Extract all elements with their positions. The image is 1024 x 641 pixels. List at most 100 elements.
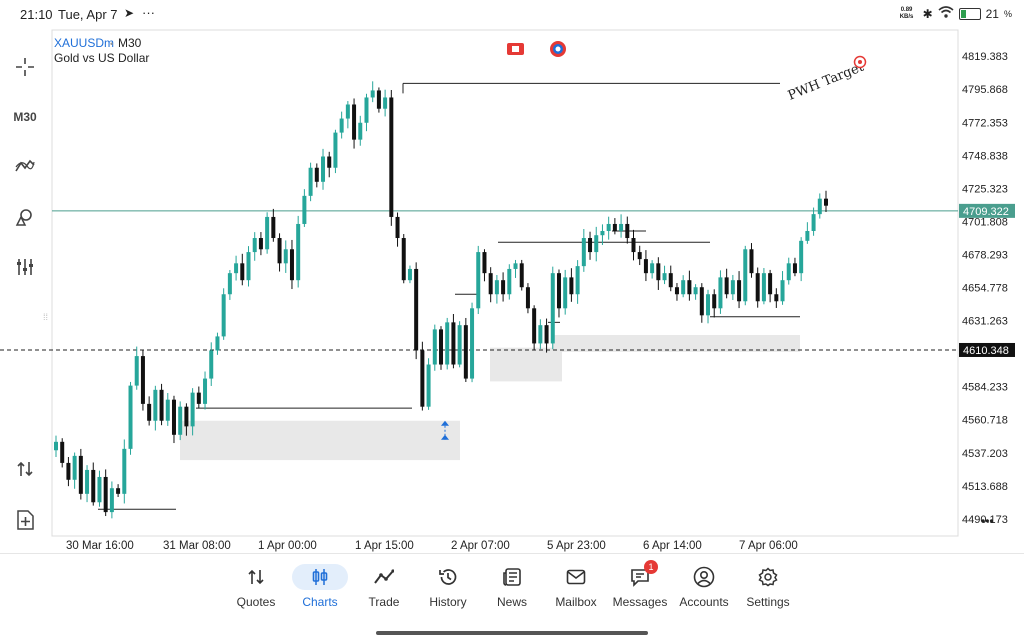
price-tick: 4701.808 — [962, 216, 1008, 228]
candle-body — [364, 97, 369, 123]
candle-body — [488, 273, 493, 295]
bid-price-badge — [959, 203, 1015, 218]
nav-label: Mailbox — [555, 595, 597, 609]
nav-quotes[interactable]: Quotes — [224, 564, 288, 609]
objects-icon[interactable] — [13, 206, 37, 228]
candle-body — [439, 329, 443, 365]
candle-body — [128, 385, 133, 449]
candle-body — [730, 280, 735, 295]
chart-symbol: XAUUSDm — [54, 36, 114, 50]
more-menu-icon[interactable]: ••• — [981, 514, 994, 528]
candle-body — [289, 249, 294, 281]
charts-icon — [292, 564, 348, 590]
candle-body — [153, 389, 158, 421]
bid-price-label: 4709.322 — [963, 206, 1009, 218]
price-chart[interactable]: PWH Target 4819.383 4795.868 4772.353 4748.8… — [0, 28, 1024, 552]
candle-body — [178, 406, 183, 435]
nav-messages[interactable]: 1 Messages — [608, 560, 672, 609]
candle-body — [401, 238, 406, 281]
price-tick: 4654.778 — [962, 283, 1008, 295]
candle-body — [699, 287, 704, 316]
candle-body — [97, 476, 102, 503]
candle-body — [718, 277, 723, 309]
candle-body — [482, 252, 487, 274]
candle-body — [271, 216, 276, 239]
nav-history[interactable]: History — [416, 564, 480, 609]
candle-body — [749, 249, 754, 274]
candle-body — [532, 308, 537, 344]
sort-arrows-icon[interactable] — [13, 458, 37, 480]
news-icon — [480, 564, 544, 590]
demand-zone — [490, 347, 562, 382]
nav-label: History — [429, 595, 467, 609]
nav-accounts[interactable]: Accounts — [672, 564, 736, 609]
nav-label: Messages — [612, 595, 668, 609]
candle-body — [420, 350, 425, 407]
price-tick: 4795.868 — [962, 84, 1008, 96]
nav-news[interactable]: News — [480, 564, 544, 609]
candle-body — [122, 448, 127, 494]
price-tick: 4725.323 — [962, 183, 1008, 195]
nav-mailbox[interactable]: Mailbox — [544, 564, 608, 609]
candle-body — [463, 325, 468, 379]
messages-badge: 1 — [644, 560, 658, 574]
price-tick: 4631.263 — [962, 316, 1008, 328]
price-tick: 4560.718 — [962, 415, 1008, 427]
price-tick: 4819.383 — [962, 51, 1008, 63]
candle-body — [674, 287, 679, 295]
candle-body — [60, 441, 65, 463]
demand-zone — [180, 420, 460, 461]
dashed-price-label: 4610.348 — [963, 345, 1009, 357]
nav-settings[interactable]: Settings — [736, 564, 800, 609]
status-date: Tue, Apr 7 — [58, 7, 118, 22]
candle-body — [395, 216, 400, 239]
candle-body — [538, 325, 543, 344]
demand-zone — [552, 335, 800, 352]
candle-body — [625, 223, 630, 239]
candle-body — [606, 223, 611, 231]
nav-label: Accounts — [679, 595, 729, 609]
crosshair-icon[interactable] — [13, 56, 37, 78]
header-separator: • — [110, 39, 113, 49]
candle-body — [339, 118, 344, 133]
chart-settings-icon[interactable] — [13, 256, 37, 278]
candle-body — [445, 322, 450, 365]
indicators-icon[interactable] — [13, 155, 37, 177]
buy-arrow-icon — [441, 434, 449, 440]
nav-trade[interactable]: Trade — [352, 564, 416, 609]
time-tick: 7 Apr 06:00 — [739, 540, 798, 552]
quotes-icon — [224, 564, 288, 590]
candle-body — [494, 280, 499, 295]
battery-icon — [958, 7, 981, 20]
candle-body — [811, 214, 816, 231]
time-tick: 31 Mar 08:00 — [163, 540, 231, 552]
buy-arrow-icon — [441, 420, 449, 426]
price-tick: 4537.203 — [962, 448, 1008, 460]
candle-body — [333, 132, 338, 168]
signals-icon-center — [555, 46, 561, 52]
time-tick: 6 Apr 14:00 — [643, 540, 702, 552]
nav-charts[interactable]: Charts — [288, 564, 352, 609]
candle-body — [513, 263, 518, 269]
candle-body — [383, 97, 388, 109]
candle-body — [805, 230, 810, 241]
new-order-icon[interactable] — [13, 509, 37, 531]
candle-body — [277, 238, 282, 264]
candle-body — [668, 273, 673, 288]
mailbox-icon — [544, 564, 608, 590]
candle-body — [507, 268, 512, 295]
candle-body — [724, 277, 729, 295]
candle-body — [569, 277, 574, 295]
price-tick: 4513.688 — [962, 481, 1008, 493]
panel-grip[interactable]: ⁞⁞ — [43, 312, 49, 322]
candle-body — [54, 441, 58, 451]
nav-label: News — [496, 595, 527, 609]
candle-body — [296, 223, 301, 281]
candle-body — [66, 462, 71, 480]
one-click-trade-icon-inner — [512, 46, 519, 52]
timeframe-button[interactable]: M30 — [13, 110, 37, 124]
candle-body — [407, 268, 412, 281]
time-tick: 2 Apr 07:00 — [451, 540, 510, 552]
plot-frame — [51, 29, 959, 537]
home-indicator[interactable] — [376, 631, 648, 635]
